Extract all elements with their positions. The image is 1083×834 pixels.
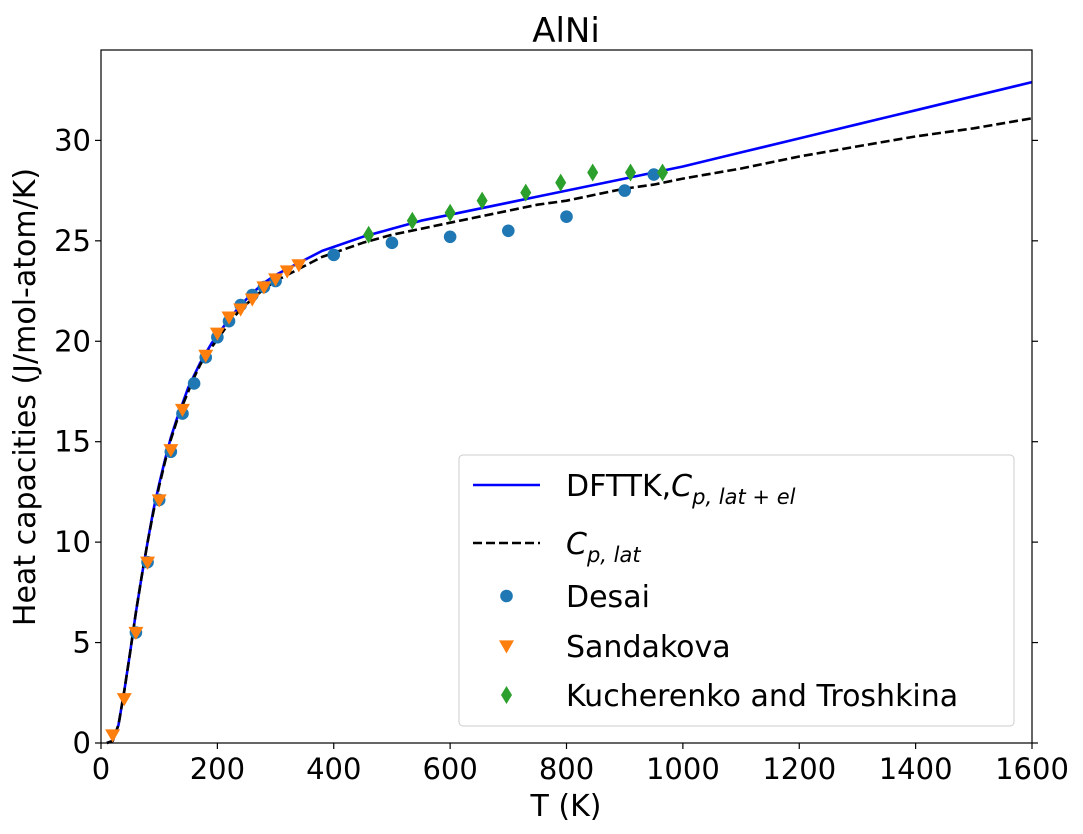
x-tick-label-7: 1400 bbox=[879, 752, 953, 786]
y-tick-label-2: 10 bbox=[54, 525, 91, 559]
x-tick-label-4: 800 bbox=[539, 752, 594, 786]
data-point-sandakova-14 bbox=[279, 265, 295, 279]
data-point-desai-16 bbox=[502, 224, 515, 238]
x-tick-label-8: 1600 bbox=[995, 752, 1069, 786]
data-point-desai-18 bbox=[618, 184, 631, 197]
data-point-sandakova-10 bbox=[233, 303, 249, 317]
data-point-sandakova-13 bbox=[268, 273, 284, 287]
legend-marker-sandakova bbox=[499, 640, 514, 654]
data-point-sandakova-12 bbox=[256, 281, 272, 295]
series-layer bbox=[105, 80, 1033, 745]
x-tick-label-2: 400 bbox=[306, 752, 361, 786]
legend-label-dfttk-c-p-lat-el: DFTTK,Cp, lat + el bbox=[566, 469, 796, 509]
y-axis-label: Heat capacities (J/mol-atom/K) bbox=[8, 168, 43, 626]
data-point-sandakova-5 bbox=[163, 444, 179, 458]
legend-label-c-p-lat: Cp, lat bbox=[566, 527, 641, 567]
data-point-desai-19 bbox=[647, 168, 661, 181]
data-point-sandakova-4 bbox=[151, 494, 167, 508]
x-axis: 0 200 400 600 800 1000 1200 1400 1600 bbox=[92, 743, 1069, 786]
data-point-sandakova-0 bbox=[105, 729, 121, 743]
legend-marker-desai bbox=[500, 589, 513, 603]
y-tick-label-3: 15 bbox=[54, 425, 91, 459]
data-point-kucherenko-and-troshkina-5 bbox=[555, 173, 567, 192]
legend: DFTTK,Cp, lat + el Cp, lat Desai Sandakova K… bbox=[458, 454, 1015, 727]
data-point-desai-13 bbox=[327, 248, 341, 262]
x-tick-label-5: 1000 bbox=[646, 752, 720, 786]
legend-label-sandakova: Sandakova bbox=[566, 630, 731, 665]
data-point-sandakova-1 bbox=[116, 693, 132, 707]
data-point-kucherenko-and-troshkina-7 bbox=[625, 163, 637, 182]
data-point-desai-14 bbox=[385, 236, 399, 250]
data-point-kucherenko-and-troshkina-8 bbox=[657, 163, 669, 182]
x-axis-label: T (K) bbox=[530, 789, 602, 824]
data-point-kucherenko-and-troshkina-4 bbox=[520, 183, 532, 202]
x-tick-label-3: 600 bbox=[422, 752, 477, 786]
data-point-desai-15 bbox=[443, 230, 457, 244]
y-tick-label-1: 5 bbox=[73, 626, 91, 660]
y-tick-label-4: 20 bbox=[54, 324, 91, 358]
data-point-kucherenko-and-troshkina-3 bbox=[476, 191, 488, 210]
legend-frame bbox=[458, 454, 1015, 727]
data-point-sandakova-6 bbox=[174, 403, 190, 418]
data-point-desai-17 bbox=[560, 210, 573, 224]
legend-label-kucherenko-and-troshkina: Kucherenko and Troshkina bbox=[566, 679, 958, 714]
x-tick-label-1: 200 bbox=[190, 752, 245, 786]
y-tick-label-6: 30 bbox=[54, 123, 91, 157]
legend-marker-kucherenko-and-troshkina bbox=[501, 686, 512, 704]
data-point-sandakova-3 bbox=[140, 556, 156, 570]
data-point-sandakova-2 bbox=[128, 626, 144, 641]
x-tick-label-6: 1200 bbox=[762, 752, 836, 786]
data-point-sandakova-11 bbox=[244, 293, 260, 307]
data-point-sandakova-15 bbox=[291, 259, 307, 273]
y-tick-label-0: 0 bbox=[73, 726, 91, 760]
data-point-sandakova-9 bbox=[221, 311, 237, 325]
data-point-kucherenko-and-troshkina-6 bbox=[587, 163, 599, 182]
data-point-kucherenko-and-troshkina-2 bbox=[444, 203, 456, 222]
data-point-sandakova-8 bbox=[209, 327, 225, 341]
data-point-kucherenko-and-troshkina-1 bbox=[406, 211, 418, 230]
chart-title: AlNi bbox=[532, 11, 600, 51]
data-point-sandakova-7 bbox=[198, 349, 214, 363]
data-point-kucherenko-and-troshkina-0 bbox=[363, 225, 375, 244]
y-axis: 0 5 10 15 20 25 30 bbox=[54, 123, 1038, 760]
data-point-desai-5 bbox=[187, 377, 201, 390]
y-tick-label-5: 25 bbox=[54, 224, 91, 258]
legend-label-desai: Desai bbox=[566, 580, 650, 615]
x-tick-label-0: 0 bbox=[92, 752, 110, 786]
